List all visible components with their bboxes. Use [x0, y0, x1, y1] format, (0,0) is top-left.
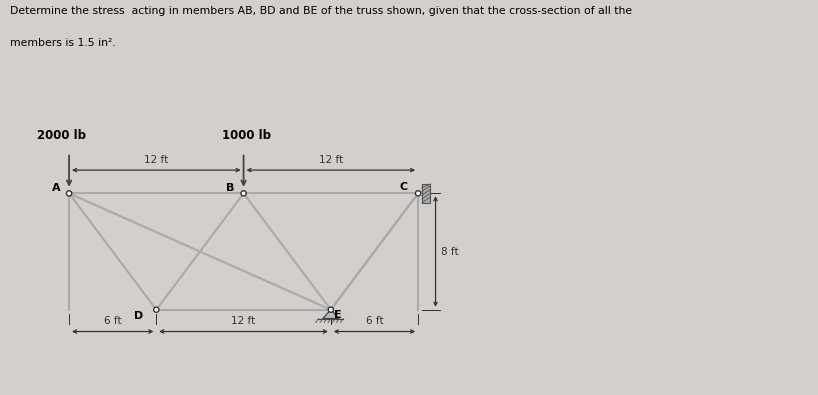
Text: D: D	[134, 310, 143, 320]
Text: Determine the stress  acting in members AB, BD and BE of the truss shown, given : Determine the stress acting in members A…	[10, 6, 632, 16]
Polygon shape	[323, 310, 339, 318]
Text: 2000 lb: 2000 lb	[37, 130, 86, 143]
Text: 12 ft: 12 ft	[231, 316, 256, 326]
Circle shape	[154, 307, 159, 312]
Bar	[422, 184, 430, 203]
Circle shape	[241, 191, 246, 196]
Text: B: B	[227, 182, 235, 192]
Text: 6 ft: 6 ft	[366, 316, 384, 326]
Text: 1000 lb: 1000 lb	[222, 130, 271, 143]
Text: A: A	[52, 182, 61, 192]
Text: 12 ft: 12 ft	[144, 155, 169, 165]
Circle shape	[416, 191, 420, 196]
Text: C: C	[399, 182, 407, 192]
Circle shape	[66, 191, 72, 196]
Text: 6 ft: 6 ft	[104, 316, 122, 326]
Circle shape	[328, 307, 334, 312]
Text: 8 ft: 8 ft	[442, 246, 459, 256]
Text: members is 1.5 in².: members is 1.5 in².	[10, 38, 115, 47]
Text: E: E	[335, 310, 342, 320]
Text: 12 ft: 12 ft	[319, 155, 343, 165]
